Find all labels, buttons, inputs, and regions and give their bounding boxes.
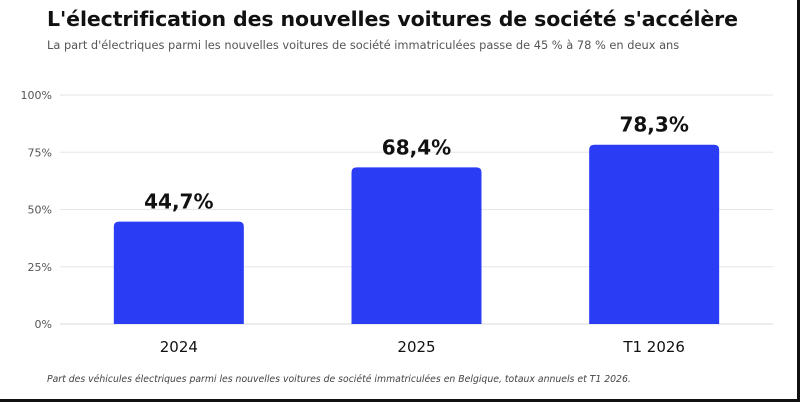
y-axis-ticks: 0% 25% 50% 75% 100% (21, 89, 52, 331)
y-tick-label: 100% (21, 89, 52, 102)
value-labels-layer: 44,7% 68,4% 78,3% (144, 113, 689, 214)
y-tick-label: 25% (28, 261, 52, 274)
bar-value-label: 68,4% (382, 135, 451, 159)
bar-value-label: 78,3% (619, 113, 688, 137)
x-category-label: T1 2026 (622, 338, 685, 356)
x-category-label: 2024 (160, 338, 198, 356)
y-tick-label: 75% (28, 146, 52, 159)
bars-layer (113, 144, 720, 324)
bar-value-label: 44,7% (144, 190, 213, 214)
chart-title: L'électrification des nouvelles voitures… (47, 7, 738, 31)
source-note: Part des véhicules électriques parmi les… (47, 374, 631, 385)
bar-chart: 0% 25% 50% 75% 100% 44,7% 68,4% 78,3% 2024 2025… (21, 89, 773, 356)
chart-subtitle: La part d'électriques parmi les nouvelle… (47, 38, 680, 52)
y-tick-label: 0% (35, 318, 52, 331)
bar (351, 167, 482, 324)
x-axis-categories: 2024 2025 T1 2026 (160, 338, 685, 356)
y-tick-label: 50% (28, 204, 52, 217)
bar (589, 144, 720, 324)
bar (113, 221, 244, 324)
x-category-label: 2025 (397, 338, 435, 356)
